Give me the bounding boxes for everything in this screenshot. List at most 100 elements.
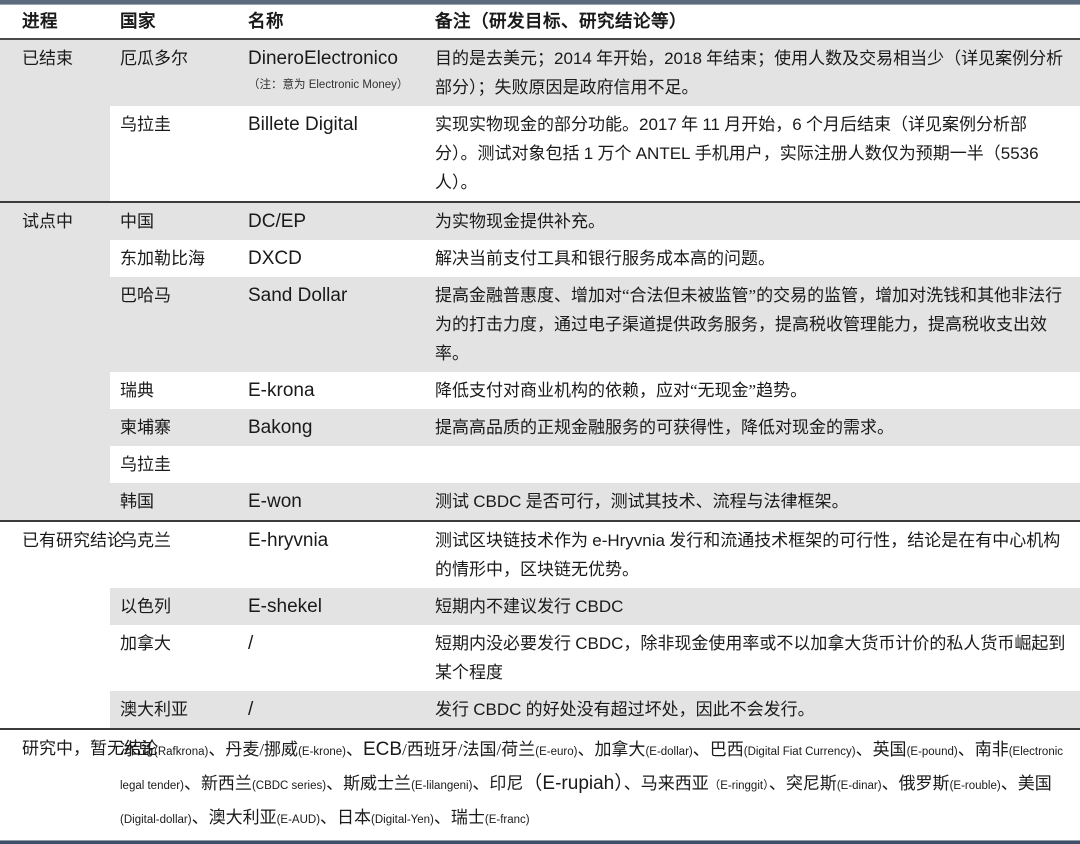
research-currency-tag: (E-pound) — [906, 746, 958, 758]
table-header: 进程 国家 名称 备注（研发目标、研究结论等） — [0, 5, 1080, 40]
table-row: 加拿大 / 短期内没必要发行 CBDC，除非现金使用率或不以加拿大货币计价的私人货币… — [0, 625, 1080, 691]
research-country-item: 印尼（E-rupiah） — [489, 773, 624, 794]
list-separator: 、 — [957, 740, 975, 759]
table-row: 澳大利亚 / 发行 CBDC 的好处没有超过坏处，因此不会发行。 — [0, 691, 1080, 729]
country-cell: 东加勒比海 — [110, 240, 240, 277]
progress-group-label: 已结束 — [0, 38, 110, 202]
research-country-name: 英国 — [872, 740, 907, 759]
research-country-name: 日本 — [337, 808, 372, 827]
list-separator: 、 — [208, 740, 226, 759]
currency-name-cell: E-shekel — [240, 588, 425, 625]
list-separator: 、 — [881, 774, 899, 793]
research-currency-tag: (Digital Fiat Currency) — [743, 746, 856, 758]
research-country-item: 巴西(Digital Fiat Currency) — [710, 740, 856, 759]
research-currency-tag: (E-krone) — [298, 746, 346, 758]
column-header-country: 国家 — [110, 5, 240, 40]
progress-group-label: 试点中 — [0, 201, 110, 521]
table-row: 韩国 E-won 测试 CBDC 是否可行，测试其技术、流程与法律框架。 — [0, 483, 1080, 521]
country-cell: 巴哈马 — [110, 277, 240, 372]
list-separator: 、 — [191, 808, 209, 827]
currency-name-cell: E-hryvnia — [240, 520, 425, 588]
research-currency-tag: (E-dinar) — [836, 780, 882, 792]
currency-name-cell: Billete Digital — [240, 106, 425, 202]
research-country-name: 澳大利亚 — [208, 808, 277, 827]
remark-cell: 解决当前支付工具和银行服务成本高的问题。 — [425, 240, 1080, 277]
list-separator: 、 — [326, 774, 344, 793]
country-cell: 以色列 — [110, 588, 240, 625]
research-currency-tag: (CBDC series) — [251, 780, 327, 792]
research-currency-tag: (Rafkrona) — [154, 746, 209, 758]
research-country-name: 瑞士 — [450, 808, 485, 827]
research-currency-tag: (E-franc) — [484, 814, 530, 826]
column-header-remark: 备注（研发目标、研究结论等） — [425, 5, 1080, 40]
research-country-name: 美国 — [1017, 774, 1052, 793]
header-row: 进程 国家 名称 备注（研发目标、研究结论等） — [0, 5, 1080, 40]
country-cell: 加拿大 — [110, 625, 240, 691]
currency-name-cell: DC/EP — [240, 201, 425, 240]
remark-cell: 提高金融普惠度、增加对“合法但未被监管”的交易的监管，增加对洗钱和其他非法行为的… — [425, 277, 1080, 372]
currency-name-cell: / — [240, 625, 425, 691]
country-cell: 乌拉圭 — [110, 106, 240, 202]
table-row: 东加勒比海 DXCD 解决当前支付工具和银行服务成本高的问题。 — [0, 240, 1080, 277]
research-currency-tag: (E-AUD) — [276, 814, 321, 826]
research-currency-tag: (E-rouble) — [949, 780, 1001, 792]
research-country-item: 丹麦/挪威(E-krone) — [225, 740, 346, 759]
research-country-name: 新西兰 — [200, 774, 252, 793]
research-currency-tag: (E-lilangeni) — [411, 780, 473, 792]
remark-cell: 短期内不建议发行 CBDC — [425, 588, 1080, 625]
table-row: 已结束 厄瓜多尔 DineroElectronico （注：意为 Electronic… — [0, 38, 1080, 202]
currency-name-cell: E-krona — [240, 372, 425, 409]
remark-cell: 目的是去美元；2014 年开始，2018 年结束；使用人数及交易相当少（详见案例… — [425, 38, 1080, 106]
research-country-name: 冰岛 — [120, 740, 154, 759]
research-country-item: 突尼斯(E-dinar) — [786, 774, 882, 793]
currency-name-cell: DineroElectronico （注：意为 Electronic Money） — [240, 38, 425, 106]
research-currency-tag: （E-ringgit） — [708, 780, 769, 792]
research-country-item: 新西兰(CBDC series) — [201, 774, 326, 793]
country-cell: 乌克兰 — [110, 520, 240, 588]
research-country-name: 斯威士兰 — [343, 774, 412, 793]
research-currency-tag: (Digital-dollar) — [120, 814, 192, 826]
currency-name-cell: DXCD — [240, 240, 425, 277]
research-currency-tag: （E-rupiah） — [523, 773, 624, 794]
country-cell: 厄瓜多尔 — [110, 38, 240, 106]
research-country-name: 印尼 — [489, 774, 524, 793]
list-separator: 、 — [346, 740, 363, 759]
country-cell: 中国 — [110, 201, 240, 240]
table-row: 乌拉圭 Billete Digital 实现实物现金的部分功能。2017 年 11 … — [0, 106, 1080, 202]
remark-cell: 提高高品质的正规金融服务的可获得性，降低对现金的需求。 — [425, 409, 1080, 446]
list-separator: 、 — [183, 774, 201, 793]
column-header-progress: 进程 — [0, 5, 110, 40]
research-country-name: 马来西亚 — [640, 774, 709, 793]
research-block-row: 研究中，暂无结论 冰岛(Rafkrona)、丹麦/挪威(E-krone)、ECB/… — [0, 728, 1080, 840]
list-separator: 、 — [577, 740, 595, 759]
country-cell: 乌拉圭 — [110, 446, 240, 483]
research-country-item: 斯威士兰(E-lilangeni) — [343, 774, 472, 793]
list-separator: 、 — [623, 774, 641, 793]
table-row: 瑞典 E-krona 降低支付对商业机构的依赖，应对“无现金”趋势。 — [0, 372, 1080, 409]
remark-cell: 为实物现金提供补充。 — [425, 201, 1080, 240]
table-top-rule — [0, 0, 1080, 5]
research-country-name: 丹麦/挪威 — [225, 740, 299, 759]
list-separator: 、 — [1000, 774, 1018, 793]
column-header-name: 名称 — [240, 5, 425, 40]
table-bottom-rule — [0, 840, 1080, 844]
table-row: 乌拉圭 — [0, 446, 1080, 483]
research-country-item: 马来西亚（E-ringgit） — [641, 774, 769, 793]
list-separator: 、 — [855, 740, 873, 759]
research-currency-tag: (E-euro) — [535, 746, 578, 758]
remark-cell: 实现实物现金的部分功能。2017 年 11 月开始，6 个月后结束（详见案例分析… — [425, 106, 1080, 202]
currency-name-cell: Sand Dollar — [240, 277, 425, 372]
research-country-name: 突尼斯 — [785, 774, 837, 793]
research-country-item: 冰岛(Rafkrona) — [120, 740, 208, 759]
remark-cell: 发行 CBDC 的好处没有超过坏处，因此不会发行。 — [425, 691, 1080, 729]
research-country-name: 加拿大 — [594, 740, 646, 759]
table-row: 柬埔寨 Bakong 提高高品质的正规金融服务的可获得性，降低对现金的需求。 — [0, 409, 1080, 446]
table-row: 以色列 E-shekel 短期内不建议发行 CBDC — [0, 588, 1080, 625]
list-separator: 、 — [433, 808, 451, 827]
country-cell: 瑞典 — [110, 372, 240, 409]
table-row: 试点中 中国 DC/EP 为实物现金提供补充。 — [0, 201, 1080, 521]
research-country-name: 南非 — [974, 740, 1009, 759]
currency-name-cell: Bakong — [240, 409, 425, 446]
table-body: 已结束 厄瓜多尔 DineroElectronico （注：意为 Electronic… — [0, 38, 1080, 840]
